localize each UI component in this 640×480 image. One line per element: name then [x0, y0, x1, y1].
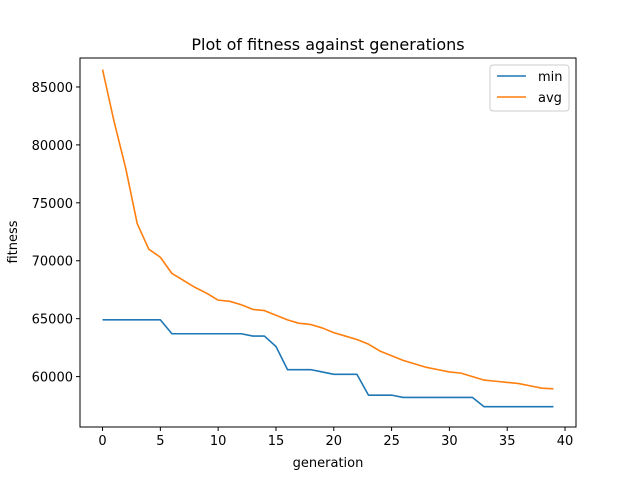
y-axis: 60000 65000 70000 75000 80000 85000 [32, 81, 80, 386]
x-tick-label: 25 [383, 434, 400, 449]
series-layer [101, 69, 554, 408]
plot-area [79, 57, 577, 428]
chart-title: Plot of fitness against generations [191, 35, 464, 54]
x-axis-label: generation [293, 456, 364, 471]
y-tick-label: 80000 [32, 139, 73, 154]
legend-label-avg: avg [538, 91, 562, 106]
series-line-avg [101, 69, 554, 390]
x-tick-label: 35 [499, 434, 516, 449]
y-tick-label: 70000 [32, 255, 73, 270]
y-tick-label: 65000 [32, 313, 73, 328]
x-axis: 0 5 10 15 20 25 30 35 40 [98, 427, 573, 449]
x-tick-label: 10 [210, 434, 227, 449]
series-line-min [102, 319, 554, 408]
y-axis-label: fitness [6, 220, 21, 263]
x-tick-label: 5 [156, 434, 164, 449]
x-tick-label: 0 [98, 434, 106, 449]
x-tick-label: 30 [441, 434, 458, 449]
legend: min avg [489, 64, 570, 112]
y-tick-label: 60000 [32, 371, 73, 386]
x-tick-label: 20 [326, 434, 343, 449]
x-tick-label: 15 [268, 434, 285, 449]
legend-label-min: min [538, 70, 563, 85]
plot-frame [79, 57, 577, 428]
x-tick-label: 40 [557, 434, 574, 449]
y-tick-label: 85000 [32, 81, 73, 96]
y-tick-label: 75000 [32, 197, 73, 212]
